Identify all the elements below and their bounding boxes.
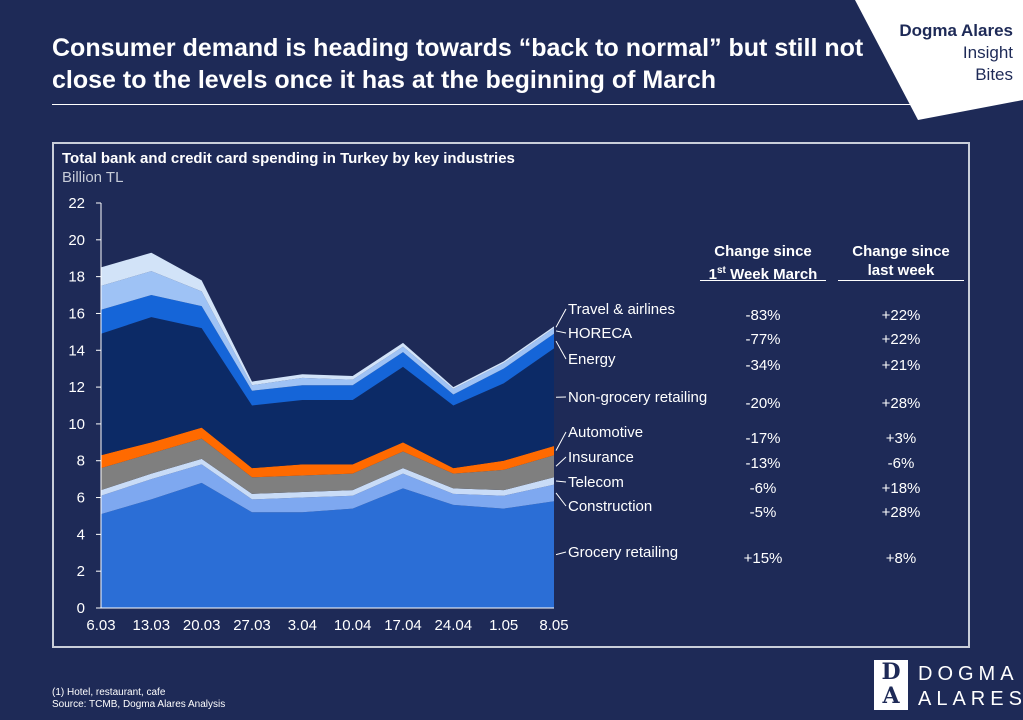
page-title: Consumer demand is heading towards “back… <box>52 34 864 94</box>
y-tick-label: 14 <box>68 342 85 359</box>
leader-energy <box>555 340 567 360</box>
area-horeca <box>101 271 554 395</box>
col-header-rest: Week March <box>725 266 818 283</box>
y-tick-label: 16 <box>68 305 85 322</box>
col-header-num: 1 <box>708 266 717 283</box>
source-note: Source: TCMB, Dogma Alares Analysis <box>52 699 226 710</box>
change-since-week-travel-airlines: +22% <box>882 307 921 324</box>
y-tick-label: 18 <box>68 269 85 286</box>
leader-telecom <box>555 480 567 483</box>
series-label-telecom: Telecom <box>568 474 624 491</box>
chart-panel <box>52 142 970 648</box>
chart-title: Total bank and credit card spending in T… <box>62 150 515 167</box>
col-header-since-march-line1: Change since <box>714 243 812 260</box>
logo-letter-a: A <box>882 683 900 709</box>
brand-name: Dogma Alares <box>899 21 1013 40</box>
logo-word-1: DOGMA <box>918 663 1019 685</box>
change-since-week-insurance: -6% <box>888 455 915 472</box>
change-since-week-grocery-retailing: +8% <box>886 550 916 567</box>
change-since-week-energy: +21% <box>882 357 921 374</box>
series-label-grocery-retailing: Grocery retailing <box>568 544 678 561</box>
logo-wordmark: DOGMA ALARES <box>918 662 1023 712</box>
logo-word-2: ALARES <box>918 688 1023 710</box>
series-label-non-grocery-retailing: Non-grocery retailing <box>568 389 707 406</box>
change-since-week-construction: +28% <box>882 504 921 521</box>
area-construction <box>101 464 554 515</box>
x-tick-label: 24.04 <box>435 617 473 634</box>
y-tick-label: 2 <box>77 563 85 580</box>
area-automotive <box>101 427 554 478</box>
footer-notes: (1) Hotel, restaurant, cafe Source: TCMB… <box>52 687 225 711</box>
logo-mark: D A <box>874 660 908 710</box>
change-since-march-automotive: -17% <box>745 430 780 447</box>
change-since-march-energy: -34% <box>745 357 780 374</box>
series-label-automotive: Automotive <box>568 424 643 441</box>
leader-travel-airlines <box>555 308 567 328</box>
area-telecom <box>101 458 554 500</box>
x-tick-label: 8.05 <box>539 617 568 634</box>
col-header-since-last-week-line2: last week <box>867 262 935 279</box>
x-tick-label: 27.03 <box>233 617 271 634</box>
change-since-week-non-grocery-retailing: +28% <box>882 395 921 412</box>
series-label-construction: Construction <box>568 498 652 515</box>
x-tick-label: 1.05 <box>489 617 518 634</box>
change-since-march-insurance: -13% <box>745 455 780 472</box>
area-energy <box>101 295 554 406</box>
series-label-energy: Energy <box>568 351 616 368</box>
change-since-week-telecom: +18% <box>882 480 921 497</box>
footnote: (1) Hotel, restaurant, cafe <box>52 687 166 698</box>
x-tick-label: 17.04 <box>384 617 422 634</box>
logo-letter-d: D <box>881 659 901 685</box>
area-insurance <box>101 438 554 494</box>
col-divider-since-march <box>700 280 826 281</box>
series-label-insurance: Insurance <box>568 449 634 466</box>
col-header-since-march: Change since 1st Week March <box>700 242 826 284</box>
x-tick-label: 3.04 <box>288 617 317 634</box>
y-tick-label: 4 <box>77 526 85 543</box>
y-tick-label: 22 <box>68 195 85 212</box>
col-header-since-march-line2: 1st Week March <box>700 261 826 284</box>
x-tick-label: 10.04 <box>334 617 372 634</box>
change-since-march-travel-airlines: -83% <box>745 307 780 324</box>
area-grocery-retailing <box>101 482 554 608</box>
title-divider <box>52 104 912 105</box>
leader-construction <box>555 492 567 507</box>
leader-grocery-retailing <box>555 551 567 556</box>
x-tick-label: 13.03 <box>133 617 171 634</box>
col-divider-since-last-week <box>838 280 964 281</box>
change-since-march-grocery-retailing: +15% <box>744 550 783 567</box>
area-non-grocery-retailing <box>101 317 554 469</box>
y-tick-label: 10 <box>68 416 85 433</box>
change-since-march-non-grocery-retailing: -20% <box>745 395 780 412</box>
leader-horeca <box>555 330 567 334</box>
col-header-since-last-week-line1: Change since <box>852 243 950 260</box>
brand-tagline-1: Insight <box>962 43 1013 62</box>
brand-label: Dogma Alares Insight Bites <box>899 20 1013 86</box>
series-label-travel-airlines: Travel & airlines <box>568 301 675 318</box>
col-header-sup: st <box>717 265 726 276</box>
y-tick-label: 20 <box>68 232 85 249</box>
series-label-horeca: HORECA <box>568 325 632 342</box>
change-since-week-automotive: +3% <box>886 430 916 447</box>
y-tick-label: 6 <box>77 490 85 507</box>
y-tick-label: 8 <box>77 453 85 470</box>
change-since-march-horeca: -77% <box>745 331 780 348</box>
x-tick-label: 20.03 <box>183 617 221 634</box>
change-since-week-horeca: +22% <box>882 331 921 348</box>
brand-tagline-2: Bites <box>975 65 1013 84</box>
change-since-march-construction: -5% <box>750 504 777 521</box>
area-travel-airlines <box>101 252 554 389</box>
change-since-march-telecom: -6% <box>750 480 777 497</box>
col-header-since-last-week: Change since last week <box>838 242 964 280</box>
y-tick-label: 12 <box>68 379 85 396</box>
chart-unit: Billion TL <box>62 169 124 186</box>
x-tick-label: 6.03 <box>86 617 115 634</box>
leader-insurance <box>555 456 567 467</box>
y-tick-label: 0 <box>77 600 85 617</box>
leader-automotive <box>555 431 567 451</box>
